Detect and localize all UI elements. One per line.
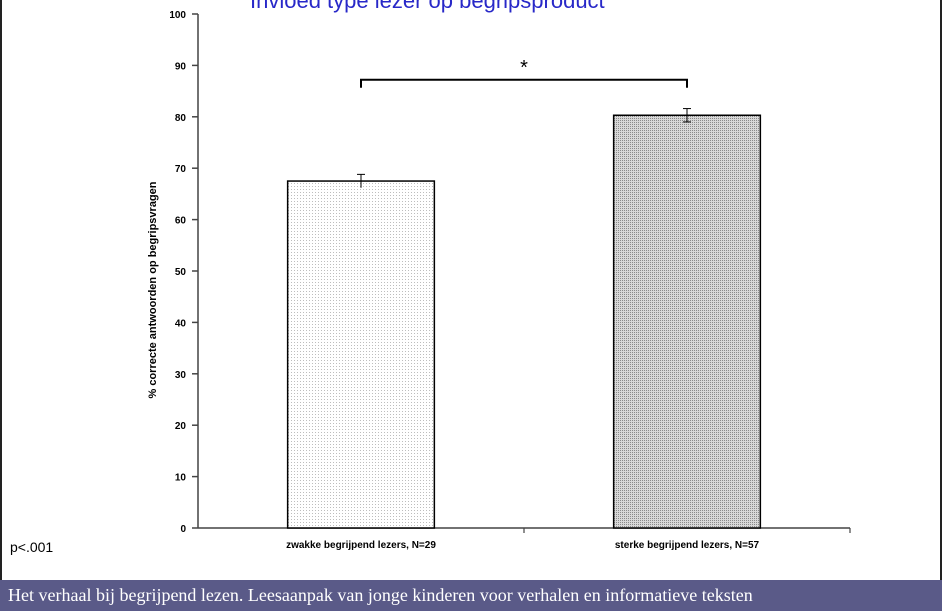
y-tick-label: 90 — [175, 61, 187, 72]
bar — [286, 180, 436, 529]
y-tick-label: 0 — [180, 524, 186, 535]
slide-right-border — [940, 0, 942, 580]
y-tick-label: 30 — [175, 370, 187, 381]
chart-title: Invloed type lezer op begripsproduct — [250, 0, 605, 13]
bar — [612, 114, 762, 529]
x-category-label: sterke begrijpend lezers, N=57 — [615, 540, 760, 551]
y-tick-label: 60 — [175, 216, 187, 227]
y-tick-label: 100 — [169, 10, 186, 21]
y-axis-label: % correcte antwoorden op begripsvragen — [147, 181, 159, 399]
y-tick-label: 50 — [175, 267, 187, 278]
labels-layer: 0 10 20 30 40 50 60 70 80 90 100 zwakke begrijpend … — [169, 10, 759, 551]
slide-left-border — [0, 0, 2, 580]
bars-layer — [286, 78, 762, 529]
footer-bar: Het verhaal bij begrijpend lezen. Leesaa… — [0, 580, 942, 611]
y-tick-label: 10 — [175, 473, 187, 484]
y-tick-label: 70 — [175, 164, 187, 175]
bar-chart: 0 10 20 30 40 50 60 70 80 90 100 zwakke begrijpend … — [169, 10, 851, 551]
y-tick-label: 20 — [175, 421, 187, 432]
significance-note: p<.001 — [10, 539, 54, 555]
y-tick-label: 40 — [175, 318, 187, 329]
x-category-label: zwakke begrijpend lezers, N=29 — [286, 540, 436, 551]
y-tick-label: 80 — [175, 113, 187, 124]
significance-star: * — [520, 57, 528, 79]
significance-bracket — [360, 78, 688, 88]
